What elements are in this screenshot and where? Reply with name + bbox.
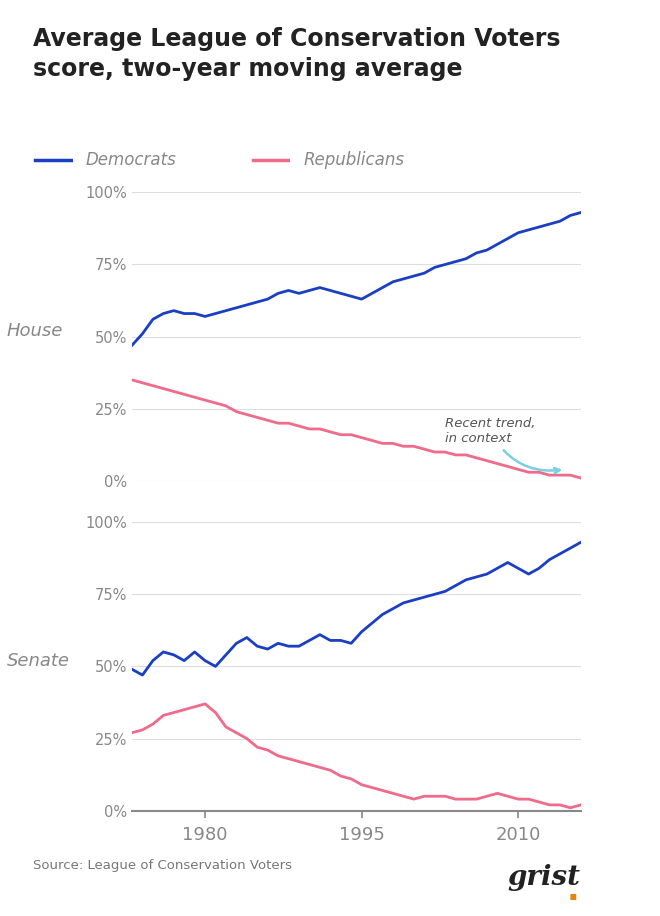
Text: .: . [567, 874, 579, 907]
Text: Average League of Conservation Voters
score, two-year moving average: Average League of Conservation Voters sc… [33, 27, 560, 82]
Text: Senate: Senate [7, 651, 69, 670]
Text: Recent trend,
in context: Recent trend, in context [445, 418, 560, 474]
Text: House: House [7, 322, 63, 340]
Text: grist: grist [508, 864, 581, 891]
Text: Democrats: Democrats [86, 151, 177, 169]
Text: Source: League of Conservation Voters: Source: League of Conservation Voters [33, 859, 292, 872]
Text: Republicans: Republicans [304, 151, 405, 169]
